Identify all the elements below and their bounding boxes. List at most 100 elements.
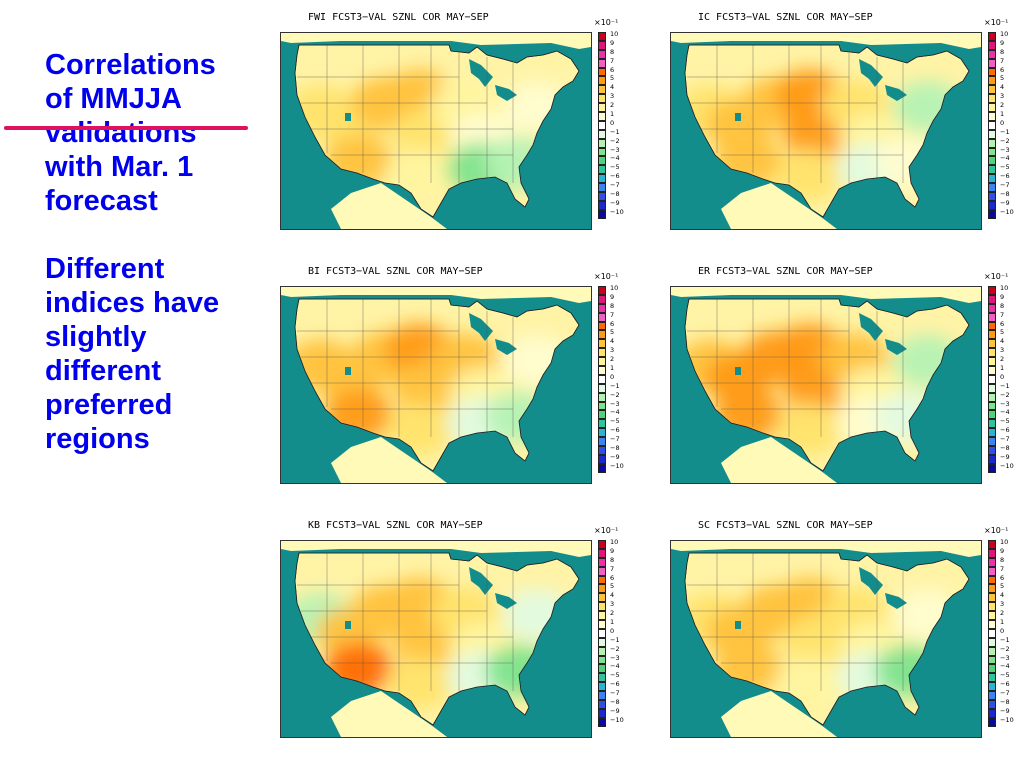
colorbar-swatch bbox=[598, 112, 606, 121]
canada bbox=[281, 33, 591, 49]
colorbar-swatch bbox=[988, 330, 996, 340]
colorbar-label: 3 bbox=[1000, 600, 1005, 609]
colorbar-label: 3 bbox=[610, 346, 615, 355]
colorbar-label: 7 bbox=[610, 310, 615, 319]
colorbar-swatch bbox=[988, 348, 996, 358]
canada bbox=[281, 287, 591, 303]
colorbar-swatch bbox=[988, 357, 996, 367]
colorbar-swatch bbox=[598, 401, 606, 411]
colorbar-label: −2 bbox=[1000, 644, 1010, 653]
colorbar-label: −6 bbox=[610, 680, 620, 689]
colorbar-swatch bbox=[598, 637, 606, 647]
colorbar-swatch bbox=[988, 637, 996, 647]
colorbar-label: −3 bbox=[1000, 653, 1010, 662]
colorbar-swatch bbox=[598, 708, 606, 718]
colorbar-swatch bbox=[598, 58, 606, 68]
colorbar-label: −5 bbox=[610, 671, 620, 680]
colorbar-swatch bbox=[598, 183, 606, 193]
colorbar-swatch bbox=[988, 67, 996, 77]
colorbar-swatch bbox=[598, 593, 606, 603]
great-salt-lake bbox=[735, 113, 741, 121]
colorbar-swatch bbox=[988, 85, 996, 95]
colorbar-label: −3 bbox=[610, 145, 620, 154]
colorbar-label: −4 bbox=[1000, 408, 1010, 417]
colorbar-label: −2 bbox=[610, 644, 620, 653]
colorbar-label: 9 bbox=[610, 38, 615, 47]
great-salt-lake bbox=[345, 367, 351, 375]
body-line: Different bbox=[45, 253, 165, 285]
state-borders bbox=[297, 299, 514, 437]
colorbar-swatch bbox=[598, 357, 606, 367]
colorbar-swatch bbox=[598, 49, 606, 59]
colorbar-label: 4 bbox=[610, 591, 615, 600]
colorbar-label: 10 bbox=[610, 30, 619, 38]
colorbar-swatch bbox=[988, 401, 996, 411]
colorbar-swatch bbox=[988, 410, 996, 420]
colorbar-swatch bbox=[598, 76, 606, 86]
colorbar-label: 7 bbox=[1000, 56, 1005, 65]
body-line: indices have bbox=[45, 287, 220, 319]
colorbar-swatch bbox=[598, 628, 606, 638]
colorbar bbox=[598, 540, 606, 727]
colorbar-label: 5 bbox=[1000, 582, 1005, 591]
colorbar-label: 3 bbox=[1000, 92, 1005, 101]
colorbar-labels: 10 9 8 7 6 5 4 3 2 1 0 −1 −2 −3 −4 −5 −6 −7 −8 −9 −10 bbox=[610, 284, 624, 471]
map-panel-er: ER FCST3−VAL SZNL COR MAY−SEP ×10⁻¹ 10 9 8… bbox=[670, 266, 1018, 498]
colorbar-label: −8 bbox=[610, 444, 620, 453]
colorbar-swatch bbox=[988, 58, 996, 68]
colorbar-labels: 10 9 8 7 6 5 4 3 2 1 0 −1 −2 −3 −4 −5 −6 −7 −8 −9 −10 bbox=[610, 538, 624, 725]
colorbar-label: −8 bbox=[610, 698, 620, 707]
colorbar-label: 10 bbox=[610, 284, 619, 292]
colorbar-swatch bbox=[598, 717, 606, 727]
colorbar-label: −1 bbox=[1000, 381, 1010, 390]
heading-line: with Mar. 1 bbox=[45, 151, 194, 183]
mexico bbox=[721, 183, 837, 229]
state-borders bbox=[687, 299, 904, 437]
colorbar-swatch bbox=[988, 557, 996, 567]
colorbar-label: 5 bbox=[610, 582, 615, 591]
colorbar-label: −7 bbox=[610, 181, 620, 190]
coastline bbox=[684, 44, 970, 218]
colorbar-swatch bbox=[598, 392, 606, 402]
colorbar-label: 9 bbox=[1000, 38, 1005, 47]
colorbar-label: 1 bbox=[610, 618, 615, 627]
colorbar-swatch bbox=[988, 584, 996, 594]
colorbar-label: −10 bbox=[1000, 715, 1014, 724]
correlation-map bbox=[671, 287, 981, 483]
colorbar-label: −8 bbox=[1000, 698, 1010, 707]
colorbar-label: −10 bbox=[610, 461, 624, 470]
heading-line: Correlations bbox=[45, 49, 216, 81]
colorbar-swatch bbox=[988, 700, 996, 709]
lake-erie bbox=[495, 339, 517, 355]
colorbar-label: 6 bbox=[610, 319, 615, 328]
colorbar-label: 8 bbox=[1000, 555, 1005, 564]
colorbar-label: 6 bbox=[1000, 65, 1005, 74]
colorbar-label: 9 bbox=[610, 546, 615, 555]
colorbar-label: 2 bbox=[610, 609, 615, 618]
colorbar-swatch bbox=[598, 294, 606, 304]
colorbar-label: −3 bbox=[610, 399, 620, 408]
colorbar-swatch bbox=[598, 664, 606, 674]
colorbar-label: 0 bbox=[610, 626, 615, 635]
colorbar-label: 3 bbox=[610, 92, 615, 101]
colorbar-swatch bbox=[988, 32, 996, 41]
colorbar-swatch bbox=[988, 147, 996, 157]
colorbar-swatch bbox=[988, 708, 996, 718]
colorbar-swatch bbox=[988, 165, 996, 175]
colorbar-label: 7 bbox=[1000, 564, 1005, 573]
colorbar-label: −4 bbox=[610, 154, 620, 163]
colorbar-swatch bbox=[988, 138, 996, 148]
coastline bbox=[294, 552, 580, 726]
colorbar-label: 3 bbox=[610, 600, 615, 609]
colorbar-label: 9 bbox=[610, 292, 615, 301]
colorbar-label: −6 bbox=[610, 426, 620, 435]
heading-line: forecast bbox=[45, 185, 158, 217]
heading-line: of MMJJA bbox=[45, 83, 182, 115]
heading-line: validations bbox=[45, 117, 197, 149]
colorbar-swatch bbox=[598, 129, 606, 139]
panel-title: FWI FCST3−VAL SZNL COR MAY−SEP bbox=[308, 12, 489, 23]
colorbar-swatch bbox=[988, 112, 996, 121]
panel-title: BI FCST3−VAL SZNL COR MAY−SEP bbox=[308, 266, 483, 277]
colorbar-swatch bbox=[598, 40, 606, 50]
colorbar-label: 5 bbox=[610, 328, 615, 337]
